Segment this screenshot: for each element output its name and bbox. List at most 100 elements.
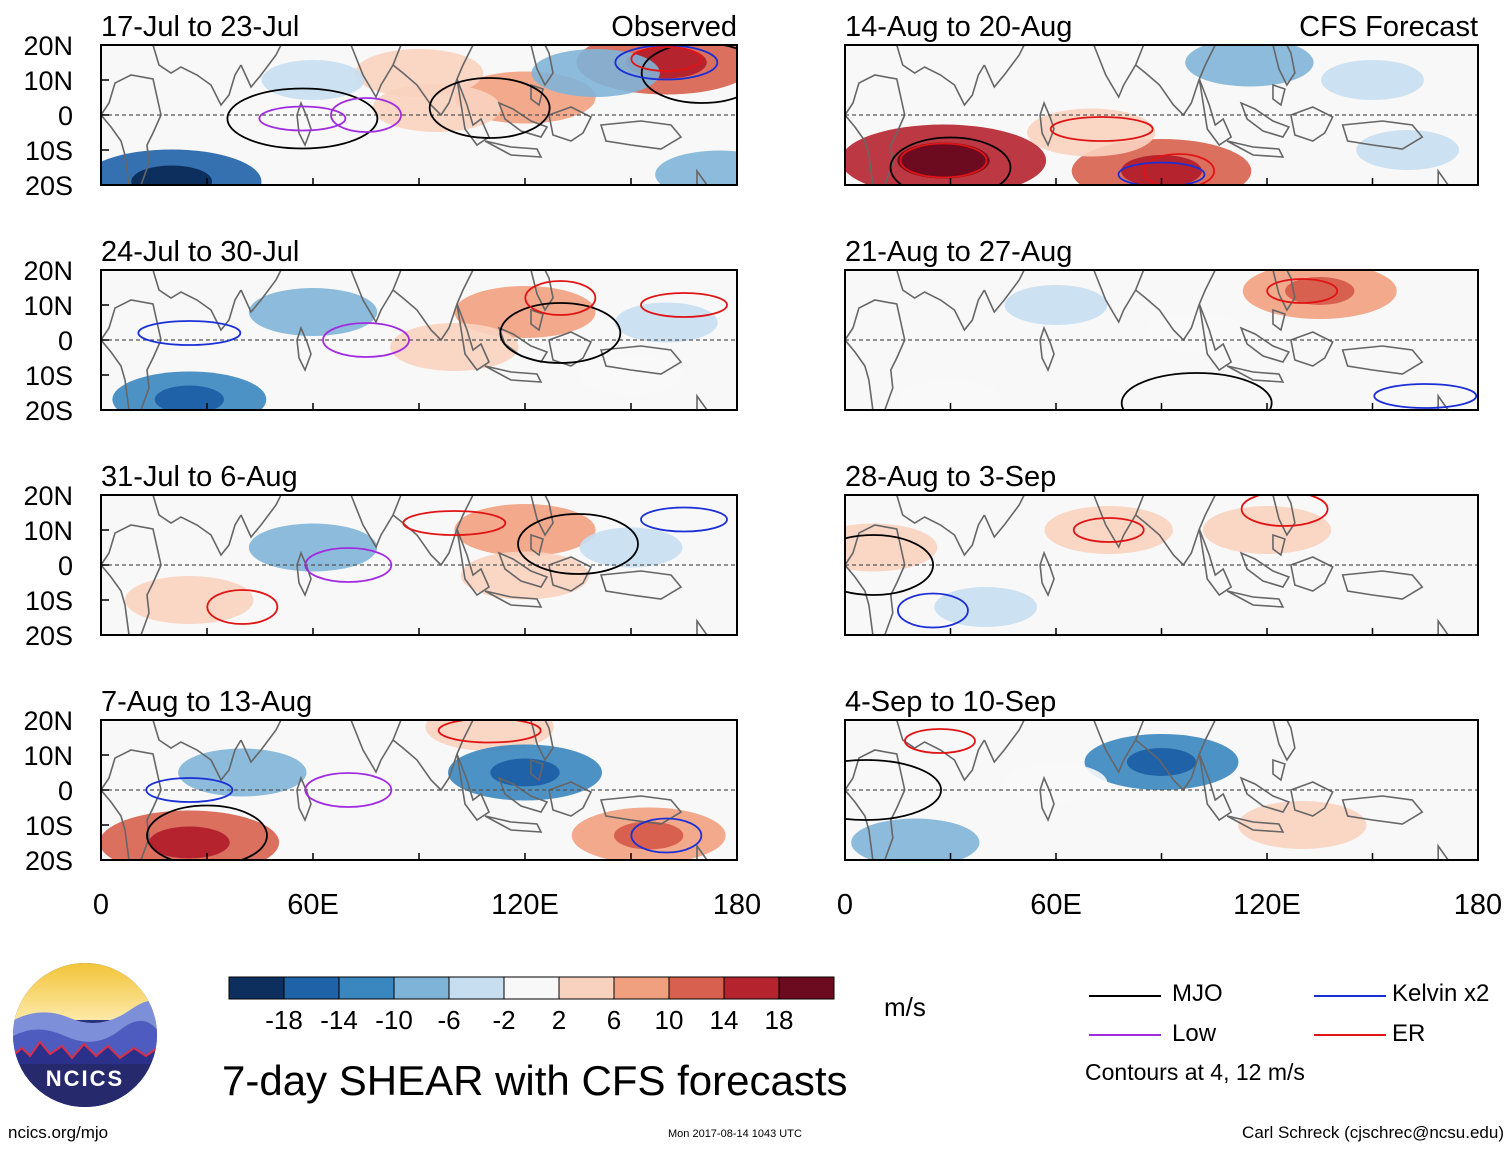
map-panel: 17-Jul to 23-Jul Observed 20N 10N 0 10S 20S xyxy=(23,11,738,201)
coastline xyxy=(392,720,474,792)
shear-anomaly xyxy=(354,49,484,97)
coastline xyxy=(152,495,242,557)
colorbar-swatch xyxy=(338,976,395,1000)
shear-anomaly xyxy=(531,49,660,97)
wave-contour xyxy=(640,506,728,533)
wave-contour xyxy=(146,804,268,860)
map-panel: 21-Aug to 27-Aug xyxy=(844,236,1479,411)
coastline xyxy=(983,270,1025,314)
shear-anomaly xyxy=(899,379,1002,410)
x-tick-label: 0 xyxy=(93,889,109,921)
coastline xyxy=(1272,83,1286,107)
shear-anomaly xyxy=(248,523,378,572)
coastline xyxy=(484,590,543,608)
map-panel: 28-Aug to 3-Sep xyxy=(844,461,1479,636)
coastline xyxy=(983,720,1025,764)
coastline xyxy=(696,618,708,635)
main-title: 7-day SHEAR with CFS forecasts xyxy=(222,1057,848,1104)
coastline xyxy=(240,495,282,539)
coastline xyxy=(1272,495,1296,537)
shear-anomaly xyxy=(614,302,718,343)
coastline xyxy=(1289,781,1334,817)
y-tick-label: 10S xyxy=(25,136,73,166)
colorbar-tick-label: -18 xyxy=(265,1005,303,1035)
legend-line xyxy=(1314,995,1386,997)
colorbar-tick-label: 2 xyxy=(552,1005,566,1035)
wave-contour xyxy=(904,728,976,754)
y-tick-label: 20S xyxy=(25,396,73,426)
y-tick-label: 10N xyxy=(23,66,73,96)
shear-anomaly-core xyxy=(131,165,213,185)
coastline xyxy=(895,720,986,782)
wave-contour xyxy=(524,280,597,316)
coastlines xyxy=(101,45,708,185)
wave-contour xyxy=(845,534,935,596)
legend-label: Kelvin x2 xyxy=(1392,980,1490,1007)
shear-anomaly xyxy=(934,587,1038,627)
shear-anomaly xyxy=(1237,801,1367,849)
coastline xyxy=(1272,45,1296,87)
shear-anomaly xyxy=(178,748,307,797)
panel-title: 31-Jul to 6-Aug xyxy=(101,461,298,493)
wave-contour xyxy=(428,77,551,139)
coastlines xyxy=(101,720,708,860)
wave-contour xyxy=(499,302,622,364)
coastline xyxy=(240,720,282,764)
shear-anomaly xyxy=(1004,285,1108,325)
shear-anomaly xyxy=(1026,108,1156,157)
wave-contour xyxy=(1072,517,1145,543)
coastline xyxy=(350,45,402,99)
coastline xyxy=(296,775,312,822)
y-tick-label: 20S xyxy=(25,846,73,876)
coastline xyxy=(1039,550,1055,597)
map-panels: 17-Jul to 23-Jul Observed20N10N010S20S24-… xyxy=(23,11,1502,921)
shear-anomaly xyxy=(425,720,554,751)
colorbar-tick-label: 6 xyxy=(607,1005,621,1035)
y-tick-label: 10S xyxy=(25,811,73,841)
coastline xyxy=(497,326,549,363)
wave-contour xyxy=(304,772,393,808)
y-tick-label: 10N xyxy=(23,741,73,771)
y-tick-label: 20N xyxy=(23,256,73,286)
coastline xyxy=(983,495,1025,539)
coastline xyxy=(1239,101,1291,138)
coastline xyxy=(599,570,683,600)
colorbar-tick-label: -14 xyxy=(320,1005,358,1035)
coastline xyxy=(530,495,554,537)
coastline xyxy=(1289,106,1334,142)
legend-line xyxy=(1089,995,1161,997)
wave-contour xyxy=(1240,495,1329,527)
coastline xyxy=(1039,775,1055,822)
colorbar-swatch xyxy=(613,976,670,1000)
coastline xyxy=(548,331,593,367)
colorbar-tick-label: -10 xyxy=(375,1005,413,1035)
coastline xyxy=(530,45,554,87)
colorbar: -18 -14 -10 -6 -2 2 6 10 14 18 xyxy=(228,976,835,1035)
coastline xyxy=(845,299,906,410)
wave-contour xyxy=(1266,278,1339,304)
shear-anomaly-core xyxy=(1285,277,1355,305)
shear-anomaly xyxy=(1321,60,1424,100)
coastline xyxy=(1289,556,1334,592)
map-panel: 4-Sep to 10-Sep 0 60E 120E 180 xyxy=(837,686,1502,921)
coastline xyxy=(392,45,474,117)
coastline xyxy=(1341,795,1424,825)
coastline xyxy=(1093,720,1145,774)
shear-anomaly xyxy=(1004,763,1108,803)
shear-anomaly xyxy=(1202,506,1332,554)
x-tick-label: 60E xyxy=(1030,889,1082,921)
wave-contour xyxy=(1143,153,1215,185)
legend-label: Low xyxy=(1172,1020,1217,1047)
x-tick-label: 0 xyxy=(837,889,853,921)
wave-contour xyxy=(845,759,942,821)
legend-line xyxy=(1089,1034,1161,1036)
colorbar-swatch xyxy=(393,976,450,1000)
coastline xyxy=(296,100,312,147)
coastline xyxy=(101,749,162,860)
coastlines xyxy=(845,270,1450,410)
coastline xyxy=(484,815,543,833)
coastlines xyxy=(101,495,708,635)
coastline xyxy=(101,299,162,410)
wave-contour xyxy=(517,513,639,575)
wave-contour xyxy=(206,589,279,625)
